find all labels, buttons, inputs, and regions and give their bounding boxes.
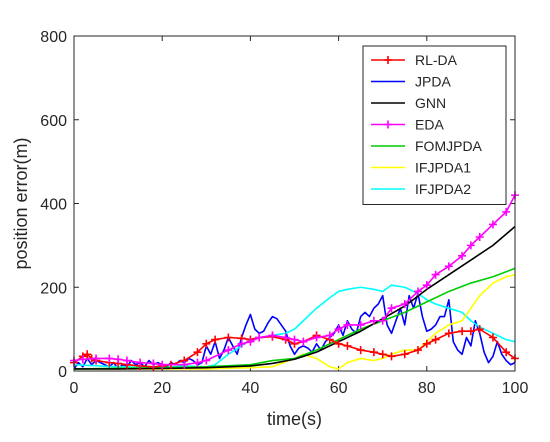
- legend-label: JPDA: [415, 74, 451, 90]
- series-line: [73, 284, 516, 369]
- data-point: [400, 300, 409, 308]
- y-tick-label: 200: [40, 280, 67, 297]
- data-point: [444, 329, 453, 338]
- legend-item: GNN: [371, 95, 446, 111]
- data-point: [312, 333, 321, 342]
- data-point: [268, 331, 277, 340]
- data-point: [458, 327, 467, 336]
- x-tick-label: 80: [418, 380, 436, 397]
- data-point: [475, 325, 484, 334]
- data-point: [237, 339, 246, 348]
- data-point: [325, 331, 334, 340]
- series-layer: [70, 191, 519, 371]
- series-line: [73, 267, 516, 370]
- series-eda: [70, 191, 519, 369]
- legend-item: IFJPDA2: [371, 181, 471, 197]
- legend-item: EDA: [371, 117, 444, 133]
- legend-item: RL-DA: [371, 52, 458, 68]
- data-point: [387, 352, 396, 361]
- data-point: [343, 320, 352, 329]
- data-point: [114, 355, 123, 364]
- data-point: [255, 333, 264, 342]
- data-point: [444, 262, 453, 271]
- data-point: [224, 333, 233, 342]
- x-axis-label: time(s): [267, 409, 322, 429]
- axes: 0 20 40 60 80 100 0 200 400 600 800: [40, 29, 528, 397]
- data-point: [431, 270, 440, 279]
- data-point: [92, 354, 101, 363]
- legend-label: IFJPDA2: [415, 181, 471, 197]
- data-point: [413, 287, 422, 296]
- data-point: [224, 346, 233, 355]
- legend-item: FOMJPDA: [371, 138, 483, 154]
- x-tick-label: 40: [242, 380, 260, 397]
- y-tick-label: 0: [58, 364, 67, 381]
- legend-label: RL-DA: [415, 52, 458, 68]
- y-axis-label: position error(m): [11, 137, 31, 269]
- data-point: [502, 207, 511, 216]
- data-point: [387, 304, 396, 313]
- series-fomjpda: [73, 267, 516, 370]
- y-tick-label: 400: [40, 197, 67, 214]
- data-point: [193, 358, 202, 367]
- data-point: [422, 281, 431, 290]
- series-ifjpda2: [73, 284, 516, 369]
- legend-item: IFJPDA1: [371, 160, 471, 176]
- data-point: [502, 348, 511, 357]
- data-point: [369, 316, 378, 325]
- series-line: [74, 273, 516, 370]
- data-point: [378, 350, 387, 359]
- x-tick-label: 100: [502, 380, 529, 397]
- data-point: [356, 346, 365, 355]
- data-point: [475, 233, 484, 241]
- legend-label: FOMJPDA: [415, 138, 483, 154]
- legend-marker: [384, 56, 392, 64]
- y-tick-label: 600: [40, 113, 67, 130]
- data-point: [122, 356, 131, 365]
- data-point: [488, 333, 497, 342]
- data-point: [193, 348, 202, 357]
- legend-label: EDA: [415, 117, 444, 133]
- data-point: [488, 220, 497, 229]
- legend: RL-DA JPDA GNN EDA FOMJPDA IFJPDA1 IFJPDA2: [362, 45, 507, 205]
- legend-marker: [384, 120, 392, 129]
- data-point: [211, 335, 220, 344]
- data-point: [458, 251, 467, 260]
- data-point: [466, 241, 475, 250]
- data-point: [334, 325, 343, 334]
- y-tick-label: 800: [40, 29, 67, 46]
- data-point: [334, 339, 343, 348]
- data-point: [466, 327, 475, 336]
- data-point: [202, 339, 211, 348]
- data-point: [343, 341, 352, 350]
- legend-item: JPDA: [371, 74, 451, 90]
- data-point: [422, 339, 431, 348]
- data-point: [246, 337, 255, 346]
- legend-label: GNN: [415, 95, 446, 111]
- x-tick-label: 0: [70, 380, 79, 397]
- data-point: [105, 354, 114, 363]
- data-point: [83, 350, 92, 359]
- data-point: [158, 360, 167, 369]
- data-point: [180, 360, 189, 369]
- x-tick-label: 60: [330, 380, 348, 397]
- data-point: [290, 335, 299, 344]
- plot-box: [73, 35, 516, 372]
- data-point: [356, 320, 365, 329]
- data-point: [136, 358, 145, 367]
- data-point: [431, 335, 440, 344]
- legend-label: IFJPDA1: [415, 160, 471, 176]
- data-point: [413, 346, 422, 355]
- data-point: [378, 316, 387, 325]
- data-point: [299, 337, 308, 346]
- data-point: [281, 333, 290, 342]
- data-point: [400, 350, 409, 359]
- data-point: [202, 356, 211, 365]
- data-point: [149, 359, 158, 368]
- x-tick-label: 20: [153, 380, 171, 397]
- series-ifjpda1: [74, 273, 516, 370]
- data-point: [369, 348, 378, 357]
- data-point: [78, 355, 87, 364]
